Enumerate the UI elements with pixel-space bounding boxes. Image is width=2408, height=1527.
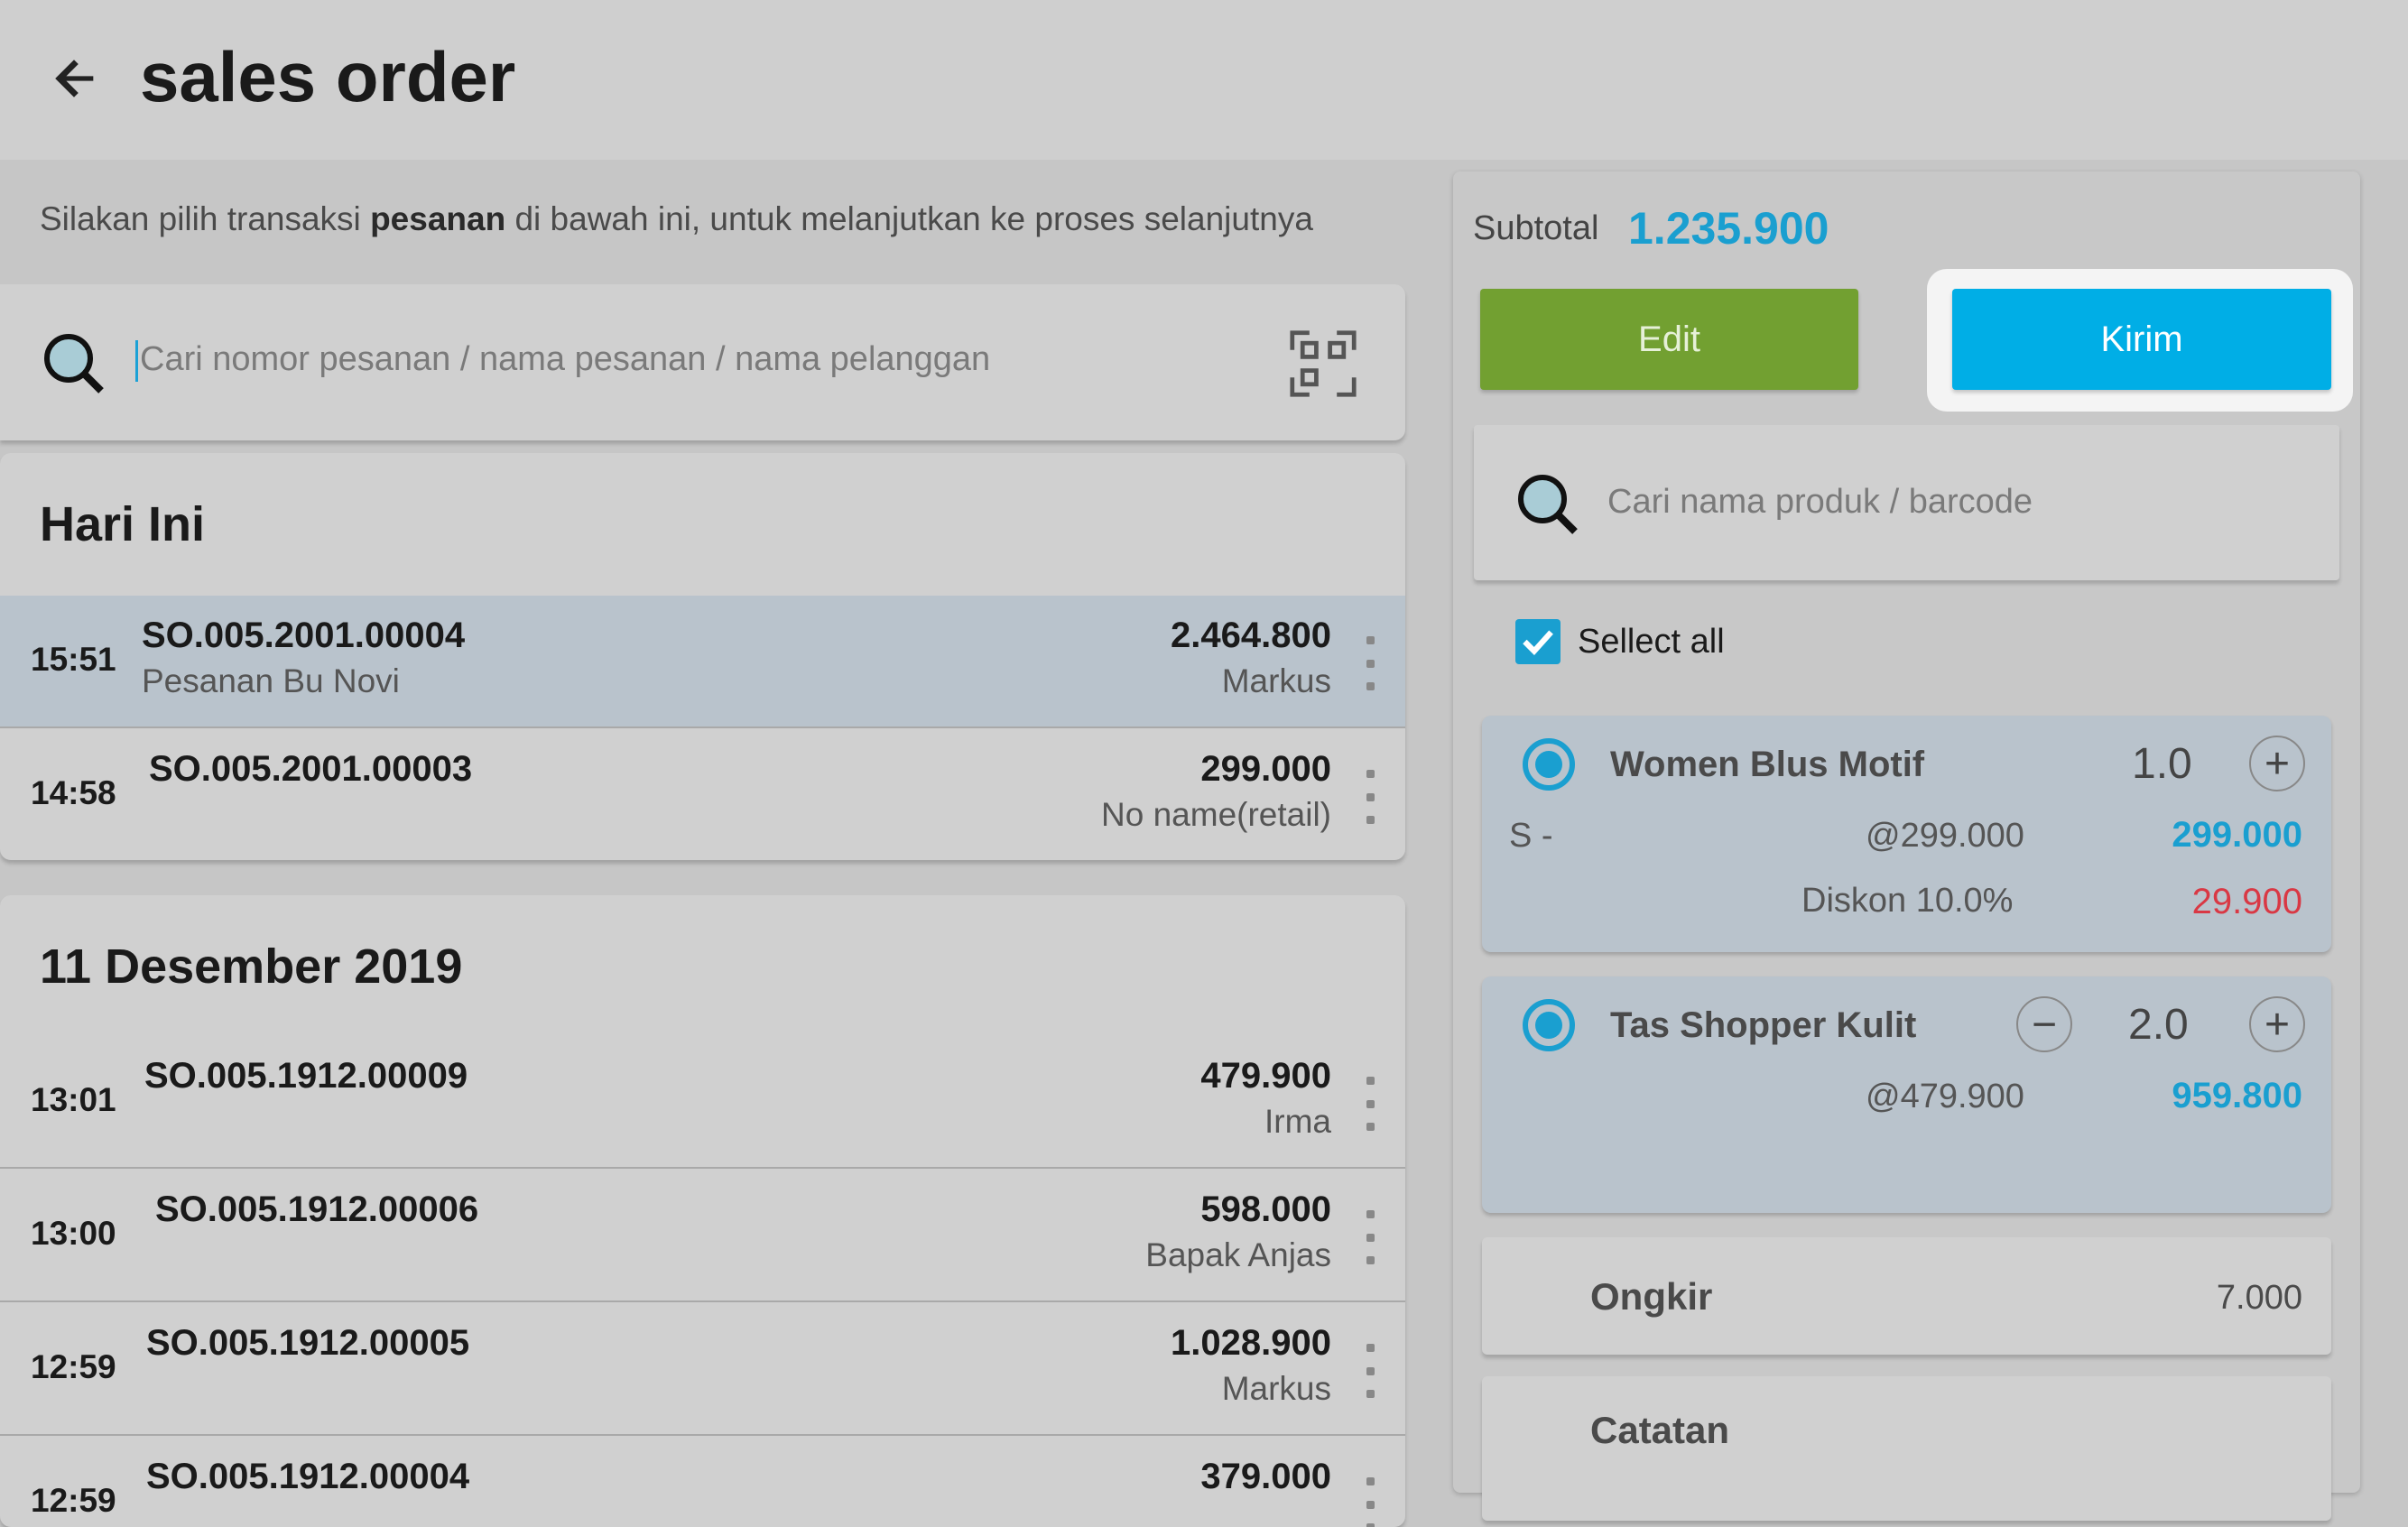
item-qty: 1.0	[2132, 740, 2192, 788]
product-search-input[interactable]: Cari nama produk / barcode	[1607, 483, 2033, 521]
order-name: Pesanan Bu Novi	[142, 662, 400, 699]
shipping-row[interactable]: Ongkir 7.000	[1482, 1237, 2331, 1355]
order-customer: Bapak Anjas	[1145, 1236, 1331, 1273]
section-today: Hari Ini 15:51 SO.005.2001.00004 Pesanan…	[0, 453, 1405, 860]
item-total: 959.800	[2172, 1076, 2302, 1115]
more-vert-icon[interactable]	[1364, 636, 1376, 690]
order-number: SO.005.1912.00004	[146, 1457, 470, 1496]
order-number: SO.005.1912.00009	[144, 1056, 468, 1096]
more-vert-icon[interactable]	[1364, 1210, 1376, 1264]
order-time: 13:00	[31, 1215, 116, 1252]
increment-button[interactable]: +	[2249, 996, 2305, 1052]
order-time: 13:01	[31, 1081, 116, 1118]
shipping-value: 7.000	[2216, 1279, 2302, 1317]
more-vert-icon[interactable]	[1364, 1077, 1376, 1131]
order-row[interactable]: 14:58 SO.005.2001.00003 299.000 No name(…	[0, 729, 1405, 860]
order-customer: Irma	[1264, 1103, 1331, 1140]
send-button[interactable]: Kirim	[1952, 289, 2331, 390]
notes-row[interactable]: Catatan	[1482, 1376, 2331, 1521]
item-radio[interactable]	[1523, 738, 1575, 791]
order-time: 12:59	[31, 1482, 116, 1519]
order-row[interactable]: 12:59 SO.005.1912.00005 1.028.900 Markus	[0, 1303, 1405, 1436]
cart-item[interactable]: Tas Shopper Kulit − 2.0 + @479.900 959.8…	[1482, 976, 2331, 1213]
magnifier-icon	[1518, 475, 1578, 534]
item-variant: S -	[1509, 817, 1553, 855]
subtotal-value: 1.235.900	[1628, 203, 1829, 254]
page-title: sales order	[140, 37, 516, 116]
order-row[interactable]: 13:00 SO.005.1912.00006 598.000 Bapak An…	[0, 1170, 1405, 1302]
order-number: SO.005.2001.00004	[142, 615, 466, 655]
check-icon	[1523, 630, 1553, 655]
item-radio[interactable]	[1523, 999, 1575, 1051]
order-number: SO.005.1912.00006	[155, 1189, 479, 1229]
shipping-label: Ongkir	[1590, 1275, 1713, 1318]
order-time: 12:59	[31, 1348, 116, 1385]
product-search-bar[interactable]: Cari nama produk / barcode	[1474, 425, 2339, 580]
qr-scan-icon[interactable]	[1289, 329, 1357, 398]
order-amount: 2.464.800	[1171, 615, 1331, 655]
order-amount: 379.000	[1200, 1457, 1331, 1496]
order-customer: Markus	[1221, 662, 1331, 699]
order-number: SO.005.1912.00005	[146, 1323, 470, 1363]
order-amount: 479.900	[1200, 1056, 1331, 1096]
subtotal-label: Subtotal	[1473, 209, 1599, 247]
decrement-button[interactable]: −	[2016, 996, 2072, 1052]
more-vert-icon[interactable]	[1364, 1477, 1376, 1527]
order-amount: 1.028.900	[1171, 1323, 1331, 1363]
app-header	[0, 0, 2408, 160]
section-dec-11: 11 Desember 2019 13:01 SO.005.1912.00009…	[0, 895, 1405, 1527]
select-all-label: Sellect all	[1578, 623, 1725, 661]
order-amount: 299.000	[1200, 749, 1331, 789]
increment-button[interactable]: +	[2249, 736, 2305, 791]
order-row[interactable]: 12:59 SO.005.1912.00004 379.000	[0, 1437, 1405, 1527]
more-vert-icon[interactable]	[1364, 770, 1376, 824]
instruction-text: Silakan pilih transaksi pesanan di bawah…	[40, 200, 1313, 237]
order-number: SO.005.2001.00003	[149, 749, 473, 789]
item-discount-value: 29.900	[2191, 882, 2302, 921]
notes-label: Catatan	[1590, 1409, 1730, 1451]
more-vert-icon[interactable]	[1364, 1344, 1376, 1398]
order-customer: Markus	[1221, 1370, 1331, 1407]
item-qty: 2.0	[2128, 1001, 2189, 1049]
item-unit-price: @479.900	[1866, 1078, 2024, 1115]
order-time: 15:51	[31, 641, 116, 678]
section-title: Hari Ini	[40, 497, 206, 551]
item-name: Women Blus Motif	[1610, 745, 1925, 784]
arrow-left-icon[interactable]	[45, 50, 103, 107]
cart-item[interactable]: Women Blus Motif 1.0 + S - @299.000 299.…	[1482, 716, 2331, 952]
item-name: Tas Shopper Kulit	[1610, 1005, 1917, 1045]
order-time: 14:58	[31, 774, 116, 811]
magnifier-icon	[44, 334, 104, 393]
order-search-input[interactable]: Cari nomor pesanan / nama pesanan / nama…	[135, 340, 990, 382]
select-all-checkbox[interactable]	[1515, 619, 1561, 664]
item-discount-label: Diskon 10.0%	[1801, 882, 2014, 920]
section-title: 11 Desember 2019	[40, 939, 463, 994]
order-row[interactable]: 15:51 SO.005.2001.00004 Pesanan Bu Novi …	[0, 596, 1405, 728]
edit-button[interactable]: Edit	[1480, 289, 1858, 390]
order-row[interactable]: 13:01 SO.005.1912.00009 479.900 Irma	[0, 1036, 1405, 1169]
order-search-bar[interactable]: Cari nomor pesanan / nama pesanan / nama…	[0, 284, 1405, 440]
item-total: 299.000	[2172, 815, 2302, 855]
item-unit-price: @299.000	[1866, 817, 2024, 855]
order-customer: No name(retail)	[1101, 796, 1331, 833]
order-amount: 598.000	[1200, 1189, 1331, 1229]
